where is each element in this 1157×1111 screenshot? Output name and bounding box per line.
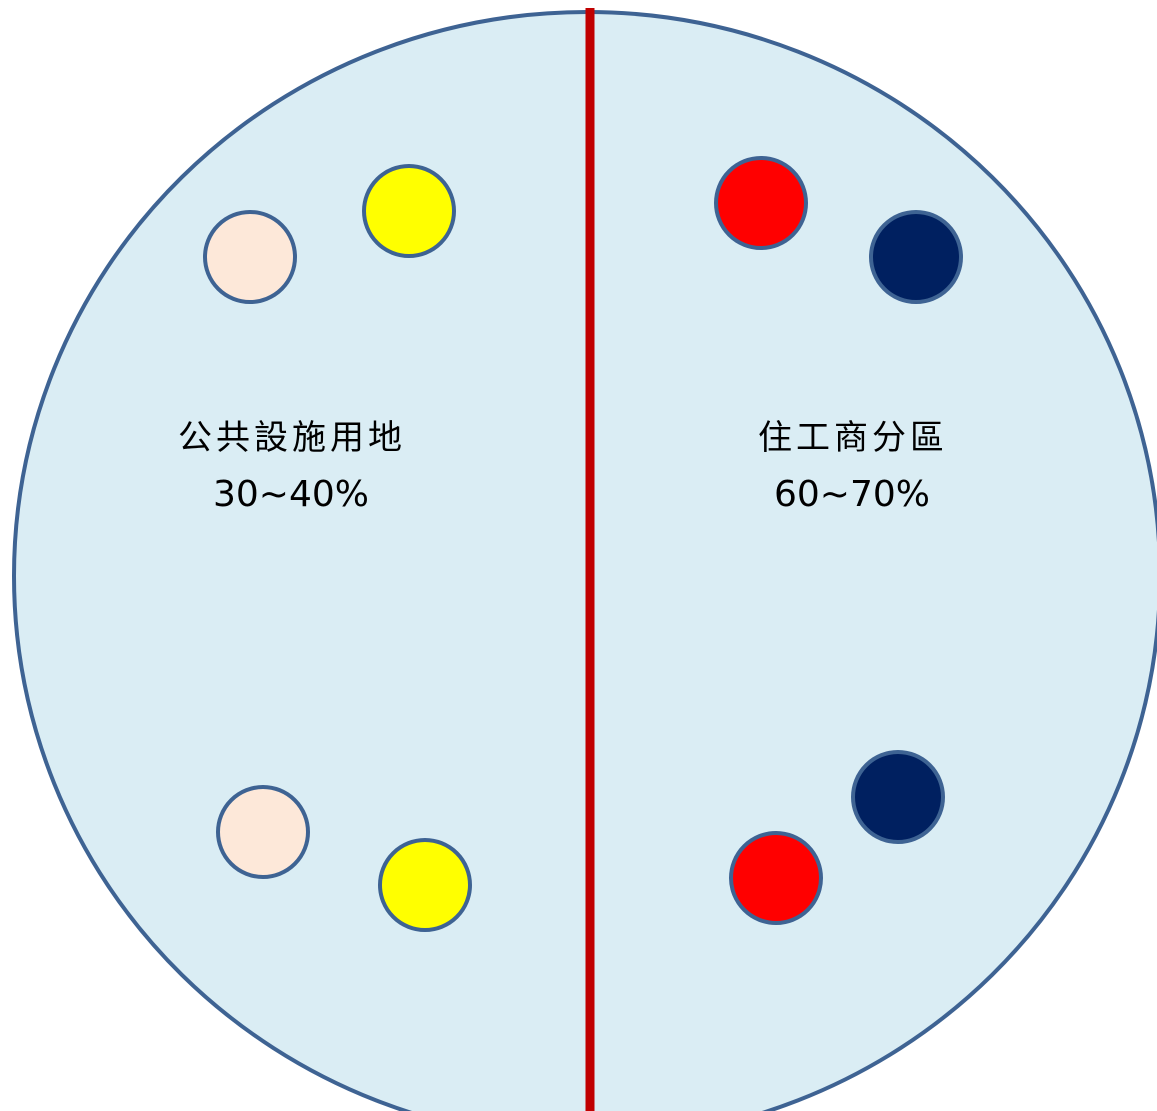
left-zone-percent: 30~40% — [213, 474, 369, 515]
left-zone-label: 公共設施用地 — [178, 418, 406, 458]
left-dot-bottom-yellow — [378, 838, 472, 932]
left-dot-top-yellow — [362, 164, 456, 258]
right-zone-percent: 60~70% — [774, 474, 930, 515]
right-dot-top-navy — [869, 210, 963, 304]
right-dot-bottom-red — [729, 831, 823, 925]
right-zone-label: 住工商分區 — [758, 418, 948, 458]
left-dot-bottom-peach — [216, 785, 310, 879]
right-dot-bottom-navy — [851, 750, 945, 844]
right-dot-top-red — [714, 156, 808, 250]
left-dot-top-peach — [203, 210, 297, 304]
